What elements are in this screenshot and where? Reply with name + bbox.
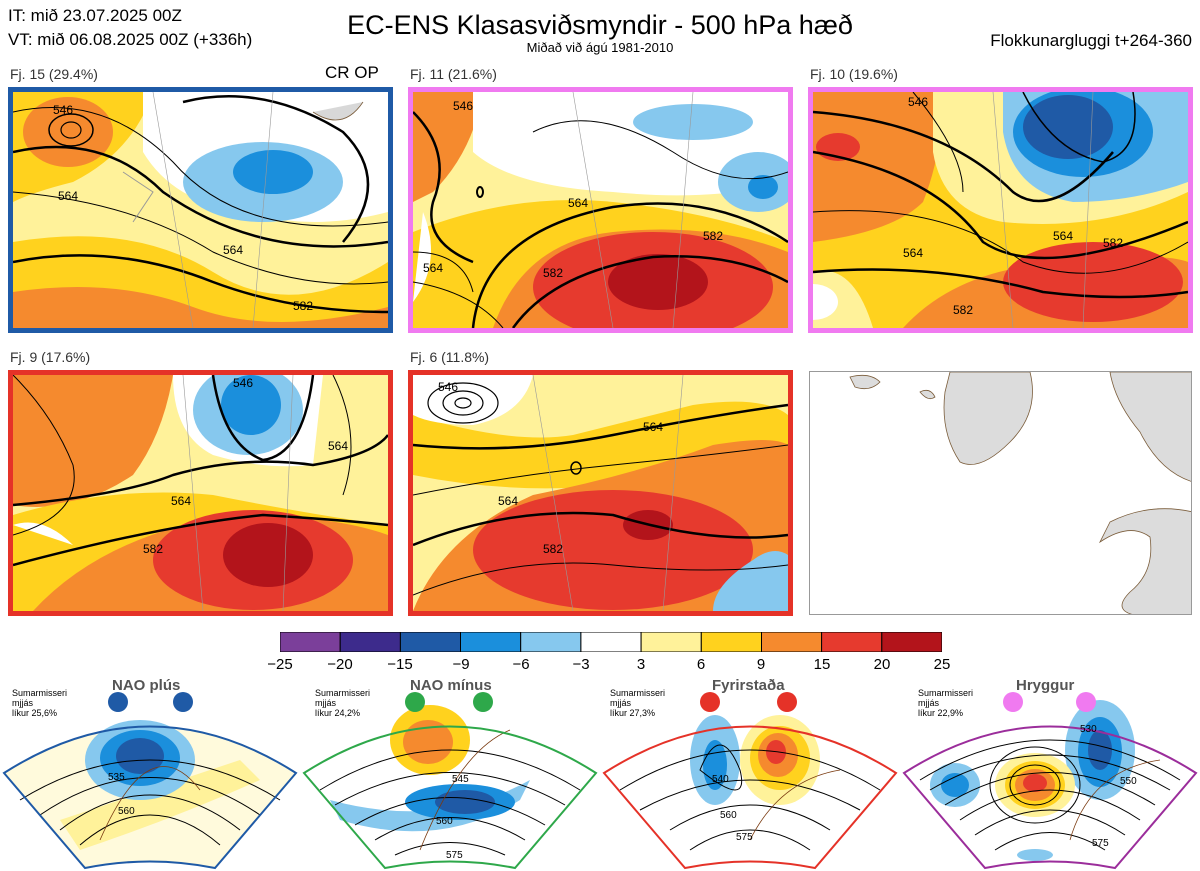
panel-3-contour-582b: 582 — [953, 303, 973, 317]
regime-1-contour-560: 560 — [118, 806, 135, 817]
colorbar-segment-2 — [339, 631, 401, 653]
valid-time: VT: mið 06.08.2025 00Z (+336h) — [8, 30, 253, 49]
panel-2-contour-582a: 582 — [543, 266, 563, 280]
panel-5-contour-546: 546 — [438, 380, 458, 394]
colorbar-segment-10 — [821, 631, 883, 653]
panel-1-contour-564b: 564 — [223, 243, 243, 257]
regime-1-contour-535: 535 — [108, 772, 125, 783]
regime-2-info: Sumarmisseri mjjás líkur 24,2% — [315, 688, 370, 718]
colorbar-segment-7 — [640, 631, 702, 653]
panel-1-crop-op-label: CR OP — [325, 63, 379, 82]
colorbar-tick: 15 — [813, 656, 831, 673]
classification-window: Flokkunargluggi t+264-360 — [990, 31, 1192, 50]
panel-3-contour-546: 546 — [908, 95, 928, 109]
initial-time: IT: mið 23.07.2025 00Z — [8, 6, 182, 25]
panel-1-contour-546: 546 — [53, 103, 73, 117]
panel-2-contour-582b: 582 — [703, 229, 723, 243]
panel-5-contour-564a: 564 — [643, 420, 663, 434]
regime-2-prob: líkur 24,2% — [315, 708, 361, 718]
colorbar-segment-8 — [700, 631, 762, 653]
colorbar-tick: 25 — [933, 656, 951, 673]
regime-1-season: Sumarmisseri — [12, 688, 68, 698]
panel-5-contour-582: 582 — [543, 542, 563, 556]
colorbar-segment-1 — [279, 631, 341, 653]
colorbar-tick: 6 — [696, 656, 706, 673]
colorbar-tick: 3 — [636, 656, 646, 673]
colorbar-segment-9 — [761, 631, 823, 653]
regime-3-contour-540: 540 — [712, 774, 729, 785]
panel-4-contour-564b: 564 — [328, 439, 348, 453]
panel-3-label: Fj. 10 (19.6%) — [810, 66, 898, 82]
regime-3-map: 540 560 575 — [602, 692, 898, 870]
panel-2-contour-564b: 564 — [423, 261, 443, 275]
regime-3-level: mjjás — [610, 698, 632, 708]
regime-1-info: Sumarmisseri mjjás líkur 25,6% — [12, 688, 67, 718]
colorbar-tick: −25 — [267, 656, 293, 673]
regime-2-contour-575: 575 — [446, 850, 463, 861]
colorbar-segment-5 — [520, 631, 582, 653]
regime-2-title: NAO mínus — [410, 677, 492, 694]
regime-1-level: mjjás — [12, 698, 34, 708]
panel-1-contour-564a: 564 — [58, 189, 78, 203]
regime-4-map: 530 550 575 — [902, 692, 1198, 870]
colorbar-tick: −6 — [512, 656, 530, 673]
colorbar-tick: 20 — [873, 656, 891, 673]
colorbar-segment-3 — [399, 631, 462, 653]
panel-2-contour-546: 546 — [453, 99, 473, 113]
colorbar — [279, 631, 943, 653]
cluster-map-1: 546 564 564 582 — [8, 87, 393, 333]
panel-2-contour-564: 564 — [568, 196, 588, 210]
colorbar-segment-4 — [460, 631, 522, 653]
regime-3-season: Sumarmisseri — [610, 688, 666, 698]
regime-3-prob: líkur 27,3% — [610, 708, 656, 718]
regime-1-title: NAO plús — [112, 677, 181, 694]
panel-4-contour-582: 582 — [143, 542, 163, 556]
colorbar-tick: −9 — [452, 656, 470, 673]
regime-3-info: Sumarmisseri mjjás líkur 27,3% — [610, 688, 665, 718]
regime-3-title: Fyrirstaða — [712, 677, 785, 694]
colorbar-tick: −15 — [387, 656, 413, 673]
panel-4-contour-546: 546 — [233, 376, 253, 390]
cluster-map-5: 546 564 564 582 — [408, 370, 793, 616]
page-subtitle: Miðað við ágú 1981-2010 — [526, 40, 674, 55]
regime-4-contour-575: 575 — [1092, 838, 1109, 849]
regime-2-season: Sumarmisseri — [315, 688, 371, 698]
regime-4-level: mjjás — [918, 698, 940, 708]
panel-3-contour-564a: 564 — [1053, 229, 1073, 243]
base-map-panel — [809, 371, 1192, 615]
cluster-map-2: 546 564 582 582 564 — [408, 87, 793, 333]
panel-4-label: Fj. 9 (17.6%) — [10, 349, 91, 365]
panel-3-contour-564b: 564 — [903, 246, 923, 260]
colorbar-tick: −3 — [572, 656, 590, 673]
cluster-map-4: 546 564 564 582 — [8, 370, 393, 616]
regime-2-contour-560: 560 — [436, 816, 453, 827]
page-title: EC-ENS Klasasviðsmyndir - 500 hPa hæð — [347, 10, 853, 40]
regime-2-map: 545 560 575 — [302, 692, 598, 870]
regime-4-info: Sumarmisseri mjjás líkur 22,9% — [918, 688, 973, 718]
regime-2-level: mjjás — [315, 698, 337, 708]
regime-4-contour-530: 530 — [1080, 724, 1097, 735]
panel-1-contour-582: 582 — [293, 299, 313, 313]
panel-4-contour-564a: 564 — [171, 494, 191, 508]
regime-4-contour-550: 550 — [1120, 776, 1137, 787]
regime-1-map: 535 560 — [2, 692, 298, 870]
cluster-map-3: 546 564 564 582 582 — [808, 87, 1193, 333]
panel-3-contour-582a: 582 — [1103, 236, 1123, 250]
colorbar-segments — [279, 631, 943, 653]
panel-2-label: Fj. 11 (21.6%) — [410, 66, 497, 82]
colorbar-segment-6 — [580, 631, 642, 653]
panel-1-label: Fj. 15 (29.4%) — [10, 66, 98, 82]
colorbar-tick: −20 — [327, 656, 353, 673]
regime-3-contour-560: 560 — [720, 810, 737, 821]
regime-4-title: Hryggur — [1016, 677, 1075, 694]
regime-2-contour-545: 545 — [452, 774, 469, 785]
panel-5-label: Fj. 6 (11.8%) — [410, 349, 490, 365]
regime-4-season: Sumarmisseri — [918, 688, 974, 698]
colorbar-segment-11 — [881, 631, 943, 653]
regime-1-prob: líkur 25,6% — [12, 708, 58, 718]
colorbar-tick: 9 — [756, 656, 766, 673]
panel-5-contour-564b: 564 — [498, 494, 518, 508]
regime-3-contour-575: 575 — [736, 832, 753, 843]
regime-4-prob: líkur 22,9% — [918, 708, 964, 718]
